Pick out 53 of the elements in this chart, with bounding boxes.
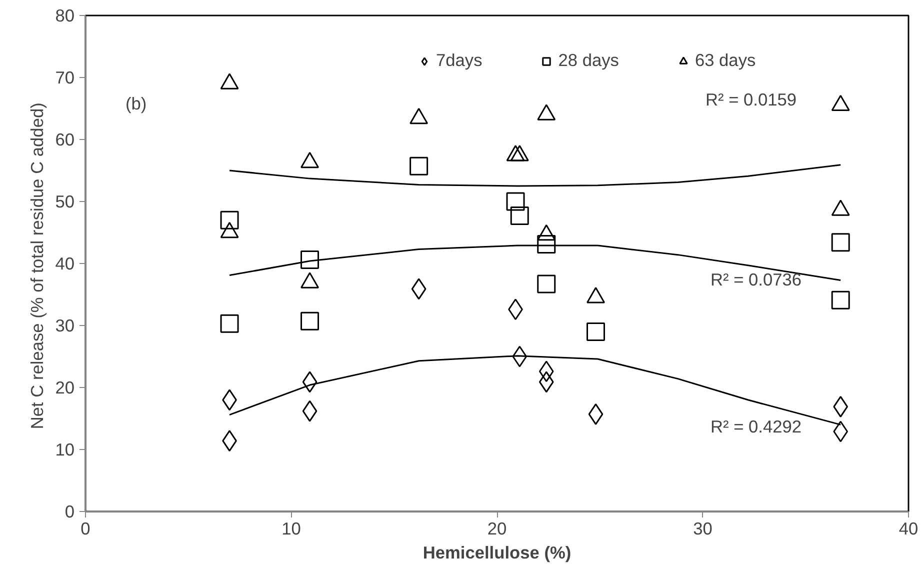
point xyxy=(302,371,318,393)
annotation: R² = 0.4292 xyxy=(710,416,802,436)
point xyxy=(300,312,320,330)
y-tick-label: 40 xyxy=(55,254,75,274)
point xyxy=(506,145,525,162)
point xyxy=(538,360,554,382)
legend-label: 63 days xyxy=(694,50,756,71)
x-tick-label: 0 xyxy=(80,518,90,538)
point xyxy=(512,346,528,368)
point xyxy=(220,222,239,238)
point xyxy=(588,403,604,425)
y-tick-label: 20 xyxy=(55,378,75,398)
point xyxy=(586,322,606,341)
point xyxy=(537,235,556,254)
point xyxy=(831,94,850,112)
point xyxy=(831,233,850,252)
x-tick-label: 20 xyxy=(487,518,507,538)
y-tick-label: 50 xyxy=(55,192,75,212)
y-tick-label: 30 xyxy=(55,316,75,336)
point xyxy=(220,73,239,90)
line-series xyxy=(228,164,842,187)
x-tick-label: 30 xyxy=(693,518,712,538)
point xyxy=(411,278,426,300)
point xyxy=(220,314,239,333)
point xyxy=(833,420,848,442)
point xyxy=(510,145,529,162)
y-tick-label: 60 xyxy=(55,130,75,150)
point xyxy=(831,290,850,310)
point xyxy=(300,250,320,270)
x-axis-title: Hemicellulose (%) xyxy=(422,542,572,562)
point xyxy=(506,192,525,211)
annotation: (b) xyxy=(126,94,147,114)
annotation: R² = 0.0736 xyxy=(710,270,802,290)
point xyxy=(537,274,556,294)
point xyxy=(537,104,556,120)
point xyxy=(833,396,848,418)
point xyxy=(537,224,556,241)
point xyxy=(220,210,239,230)
point xyxy=(300,152,320,168)
point xyxy=(410,108,428,124)
point xyxy=(302,400,318,422)
y-tick-label: 0 xyxy=(64,502,75,522)
y-tick-label: 70 xyxy=(55,68,75,88)
y-tick-label: 80 xyxy=(55,6,75,26)
legend-label: 7days xyxy=(436,50,482,71)
legend-label: 28 days xyxy=(558,50,619,71)
annotation: R² = 0.0159 xyxy=(706,90,797,110)
point xyxy=(831,200,850,216)
y-tick-label: 10 xyxy=(55,440,75,460)
x-tick-label: 40 xyxy=(898,518,918,538)
y-axis-title: Net C release (% of total residue C added) xyxy=(27,102,48,430)
x-tick-label: 10 xyxy=(282,518,301,538)
point xyxy=(538,371,554,393)
